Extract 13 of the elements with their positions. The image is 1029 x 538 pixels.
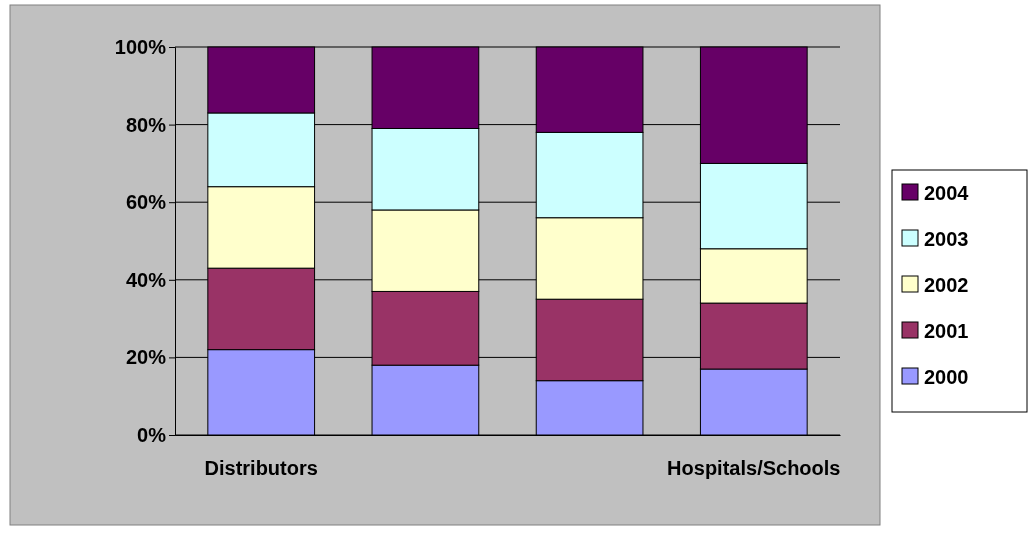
legend-label: 2003 (924, 228, 969, 250)
legend-label: 2002 (924, 274, 969, 296)
legend-label: 2001 (924, 320, 969, 342)
y-tick-label: 80% (125, 113, 167, 136)
x-tick-label: Distributors (204, 457, 318, 480)
y-tick-label: 0% (137, 423, 167, 446)
x-tick-label: Hospitals/Schools (667, 457, 841, 480)
y-tick-label: 60% (125, 191, 167, 214)
legend-label: 2000 (924, 366, 969, 388)
y-tick-label: 20% (125, 346, 167, 369)
legend-label: 2004 (924, 182, 970, 204)
y-tick-label: 100% (114, 35, 167, 58)
y-tick-label: 40% (125, 268, 167, 291)
